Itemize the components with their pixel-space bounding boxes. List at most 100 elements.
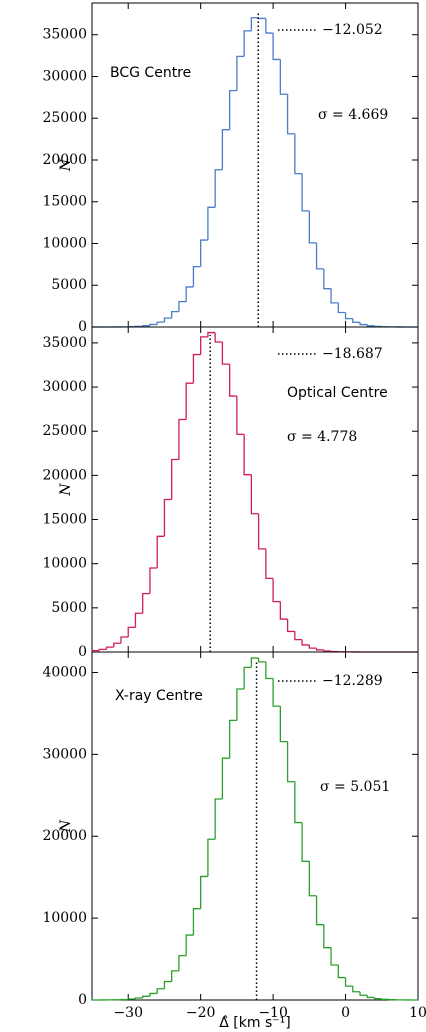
- histogram-step: [373, 325, 382, 328]
- histogram-step: [265, 18, 274, 34]
- histogram-step: [301, 822, 310, 862]
- y-axis-label: N: [58, 819, 74, 833]
- histogram-step: [344, 977, 353, 987]
- histogram-step: [308, 861, 317, 897]
- histogram-step: [214, 332, 223, 343]
- histogram-step: [352, 986, 361, 993]
- histogram-step: [236, 688, 245, 721]
- histogram-step: [149, 992, 158, 997]
- y-tick-label: 0: [78, 644, 87, 660]
- y-tick-label: 0: [78, 992, 87, 1008]
- x-tick-label: 10: [409, 1005, 426, 1021]
- histogram-step: [279, 59, 288, 95]
- y-tick-label: 35000: [42, 335, 87, 351]
- histogram-step: [323, 268, 332, 290]
- histogram-step: [171, 970, 179, 982]
- mean-label: −12.289: [322, 673, 383, 689]
- histogram-step: [366, 324, 375, 327]
- histogram-step: [178, 418, 187, 460]
- histogram-step: [315, 895, 324, 926]
- histogram-step: [192, 265, 201, 287]
- y-tick-label: 30000: [42, 746, 87, 762]
- histogram-step: [308, 644, 317, 649]
- histogram-step: [156, 988, 165, 994]
- histogram-step: [142, 592, 150, 614]
- histogram-step: [156, 535, 165, 569]
- sigma-label: σ = 4.778: [287, 429, 357, 445]
- histogram-step: [308, 210, 317, 244]
- histogram-step: [257, 513, 266, 550]
- histogram-step: [214, 169, 223, 208]
- histogram-step: [171, 310, 179, 319]
- histogram-step: [243, 434, 252, 476]
- x-tick-label: 0: [341, 1005, 350, 1021]
- histogram-step: [207, 838, 216, 877]
- histogram-step: [344, 312, 353, 320]
- histogram-step: [359, 991, 368, 996]
- histogram-step: [127, 626, 136, 637]
- y-tick-label: 10000: [42, 556, 87, 572]
- plot-frame: [91, 2, 419, 328]
- histogram-step: [301, 173, 310, 212]
- sigma-label: σ = 5.051: [320, 779, 390, 795]
- y-tick-label: 5000: [51, 600, 87, 616]
- y-tick-label: 25000: [42, 110, 87, 126]
- y-tick-label: 20000: [42, 467, 87, 483]
- histogram-step: [113, 642, 121, 648]
- histogram-step: [200, 239, 208, 267]
- histogram-step: [127, 998, 136, 1000]
- histogram-step: [98, 648, 107, 651]
- plot-frame: [91, 651, 419, 1001]
- y-tick-label: 40000: [42, 664, 87, 680]
- y-tick-label: 0: [78, 319, 87, 335]
- plot-frame: [91, 326, 419, 653]
- histogram-step: [228, 89, 237, 130]
- histogram-step: [156, 321, 165, 325]
- histogram-step: [272, 33, 281, 61]
- histogram-step: [323, 924, 332, 949]
- y-axis-label: N: [58, 483, 74, 497]
- histogram-step: [323, 649, 332, 652]
- histogram-step: [120, 636, 129, 644]
- histogram-step: [163, 498, 172, 537]
- histogram-step: [250, 657, 259, 668]
- histogram-step: [200, 336, 208, 355]
- panel-label: BCG Centre: [110, 65, 191, 81]
- histogram-step: [178, 954, 187, 971]
- x-tick-label: −30: [113, 1005, 143, 1021]
- histogram-step: [359, 322, 368, 326]
- y-tick-label: 20000: [42, 828, 87, 844]
- y-tick-label: 30000: [42, 68, 87, 84]
- histogram-step: [286, 619, 295, 633]
- histogram-step: [214, 798, 223, 840]
- histogram-step: [134, 612, 143, 628]
- histogram-step: [337, 302, 346, 314]
- histogram-step: [221, 129, 230, 170]
- histogram-step: [315, 242, 324, 270]
- histogram-step: [192, 908, 201, 936]
- histogram-step: [243, 30, 252, 57]
- histogram-step: [373, 997, 382, 1000]
- y-tick-label: 30000: [42, 379, 87, 395]
- histogram-step: [265, 548, 274, 579]
- y-tick-label: 5000: [51, 277, 87, 293]
- histogram-step: [200, 875, 208, 909]
- histogram-step: [272, 678, 281, 707]
- y-tick-label: 10000: [42, 910, 87, 926]
- histogram-step: [257, 17, 266, 20]
- histogram-step: [250, 474, 259, 515]
- histogram-step: [105, 646, 114, 650]
- histogram-step: [178, 300, 187, 312]
- histogram-step: [185, 382, 194, 420]
- mean-label: −18.687: [322, 346, 383, 362]
- histogram-step: [142, 995, 150, 999]
- histogram-step: [301, 639, 310, 646]
- histogram-step: [294, 781, 303, 824]
- histogram-step: [366, 995, 375, 999]
- histogram-step: [221, 757, 230, 799]
- y-tick-label: 25000: [42, 423, 87, 439]
- histogram-step: [337, 965, 346, 979]
- histogram-step: [134, 997, 143, 999]
